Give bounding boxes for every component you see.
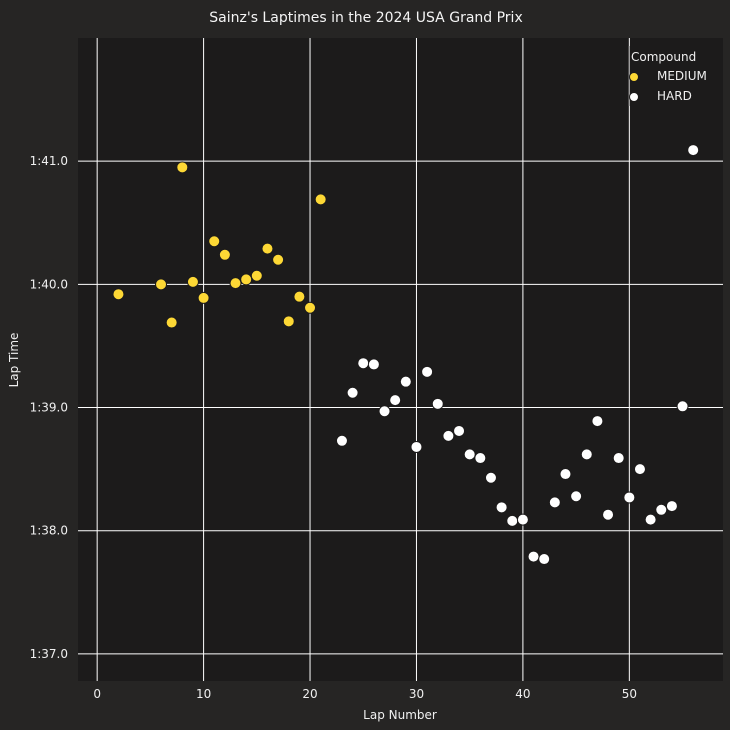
data-point-hard <box>612 452 625 465</box>
data-point-medium <box>282 315 295 328</box>
x-tick-label: 50 <box>622 687 637 701</box>
data-point-hard <box>389 394 402 407</box>
legend-label-medium: MEDIUM <box>657 69 707 83</box>
data-point-medium <box>155 278 168 291</box>
data-point-hard <box>453 424 466 437</box>
data-point-hard <box>623 491 636 504</box>
x-tick-label: 0 <box>93 687 101 701</box>
y-tick-label: 1:39.0 <box>30 401 68 415</box>
data-point-hard <box>367 358 380 371</box>
data-point-medium <box>293 290 306 303</box>
data-point-hard <box>655 503 668 516</box>
data-point-medium <box>304 301 317 314</box>
data-point-hard <box>474 452 487 465</box>
y-tick-label: 1:38.0 <box>30 524 68 538</box>
data-point-hard <box>591 415 604 428</box>
data-point-hard <box>442 429 455 442</box>
data-point-medium <box>272 253 285 266</box>
x-tick-label: 20 <box>302 687 317 701</box>
y-tick-label: 1:40.0 <box>30 277 68 291</box>
data-point-medium <box>250 269 263 282</box>
legend: Compound MEDIUM HARD <box>628 46 707 106</box>
data-point-medium <box>208 235 221 248</box>
data-point-hard <box>399 375 412 388</box>
data-point-hard <box>527 550 540 563</box>
data-point-hard <box>495 501 508 514</box>
y-tick-label: 1:37.0 <box>30 647 68 661</box>
data-point-hard <box>559 468 572 481</box>
data-point-hard <box>580 448 593 461</box>
y-axis-label: Lap Time <box>7 333 21 388</box>
data-point-hard <box>644 513 657 526</box>
data-point-hard <box>548 496 561 509</box>
x-tick-label: 10 <box>196 687 211 701</box>
tick-labels: 0 10 20 30 40 50 1:37.0 1:38.0 1:39.0 1:40.0 1:41.… <box>30 154 637 701</box>
data-point-hard <box>538 553 551 566</box>
data-points <box>112 144 700 566</box>
x-axis-label: Lap Number <box>363 708 437 722</box>
legend-label-hard: HARD <box>657 89 692 103</box>
data-point-medium <box>261 242 274 255</box>
legend-title: Compound <box>631 50 696 64</box>
data-point-hard <box>570 490 583 503</box>
data-point-medium <box>165 316 178 329</box>
legend-marker-hard <box>629 92 639 102</box>
data-point-medium <box>112 288 125 301</box>
data-point-medium <box>176 161 189 174</box>
x-tick-label: 30 <box>409 687 424 701</box>
data-point-hard <box>335 434 348 447</box>
data-point-medium <box>186 275 199 288</box>
data-point-hard <box>602 508 615 521</box>
data-point-medium <box>240 273 253 286</box>
data-point-medium <box>314 193 327 206</box>
data-point-medium <box>229 277 242 290</box>
data-point-medium <box>197 291 210 304</box>
data-point-hard <box>676 400 689 413</box>
data-point-hard <box>516 513 529 526</box>
data-point-hard <box>665 500 678 513</box>
x-tick-label: 40 <box>515 687 530 701</box>
data-point-hard <box>431 397 444 410</box>
data-point-hard <box>378 405 391 418</box>
legend-marker-medium <box>629 72 639 82</box>
y-tick-label: 1:41.0 <box>30 154 68 168</box>
data-point-hard <box>357 357 370 370</box>
data-point-hard <box>421 365 434 378</box>
plot-area <box>78 38 723 681</box>
data-point-medium <box>218 248 231 261</box>
data-point-hard <box>410 440 423 453</box>
data-point-hard <box>687 144 700 157</box>
chart-title: Sainz's Laptimes in the 2024 USA Grand P… <box>209 10 522 26</box>
gridlines <box>78 38 723 681</box>
data-point-hard <box>506 514 519 527</box>
data-point-hard <box>463 448 476 461</box>
data-point-hard <box>633 463 646 476</box>
data-point-hard <box>484 471 497 484</box>
data-point-hard <box>346 386 359 399</box>
